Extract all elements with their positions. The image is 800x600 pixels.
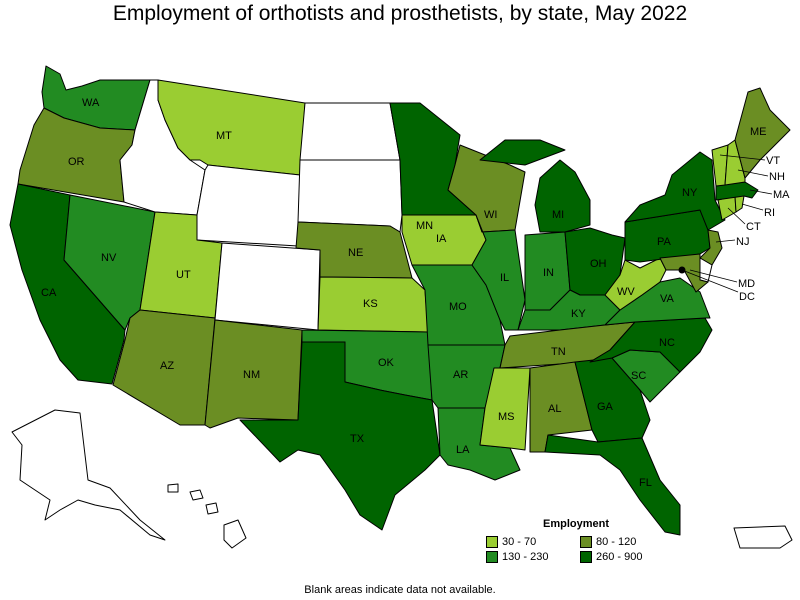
leader-ma bbox=[749, 189, 773, 195]
state-labels-layer: WA OR CA NV MT UT AZ NM NE KS OK TX MN I… bbox=[41, 97, 790, 489]
label-nj: NJ bbox=[736, 236, 749, 248]
label-nm: NM bbox=[243, 369, 260, 381]
label-pa: PA bbox=[657, 236, 672, 248]
leader-ri bbox=[741, 203, 764, 211]
legend-range-3: 130 - 230 bbox=[502, 551, 549, 563]
leader-dc bbox=[681, 269, 739, 293]
label-nc: NC bbox=[659, 337, 675, 349]
label-ky: KY bbox=[571, 308, 586, 320]
label-ut: UT bbox=[176, 269, 191, 281]
legend-range-2: 80 - 120 bbox=[596, 536, 637, 548]
label-in: IN bbox=[543, 267, 554, 279]
label-md: MD bbox=[738, 278, 755, 290]
legend-title: Employment bbox=[542, 518, 609, 530]
label-ne: NE bbox=[348, 247, 363, 259]
footnote: Blank areas indicate data not available. bbox=[304, 584, 496, 596]
label-mn: MN bbox=[416, 220, 433, 232]
label-il: IL bbox=[500, 272, 509, 284]
legend-range-1: 30 - 70 bbox=[502, 536, 537, 548]
state-me[interactable] bbox=[734, 87, 791, 179]
state-il[interactable] bbox=[471, 214, 526, 331]
label-ga: GA bbox=[597, 401, 614, 413]
label-mi: MI bbox=[552, 209, 564, 221]
legend-range-4: 260 - 900 bbox=[596, 551, 643, 563]
label-ms: MS bbox=[498, 411, 515, 423]
map-title: Employment of orthotists and prosthetist… bbox=[112, 2, 688, 25]
label-la: LA bbox=[456, 444, 470, 456]
label-vt: VT bbox=[766, 155, 780, 167]
state-ak[interactable] bbox=[11, 409, 166, 541]
label-ar: AR bbox=[453, 369, 468, 381]
state-hi[interactable] bbox=[167, 483, 247, 549]
label-mt: MT bbox=[216, 130, 232, 142]
states-layer bbox=[9, 65, 793, 549]
label-me: ME bbox=[750, 126, 767, 138]
label-oh: OH bbox=[590, 258, 607, 270]
label-ca: CA bbox=[41, 287, 57, 299]
label-sc: SC bbox=[631, 370, 646, 382]
state-fl[interactable] bbox=[544, 434, 681, 536]
state-nh[interactable] bbox=[724, 139, 746, 186]
label-nv: NV bbox=[101, 252, 117, 264]
label-fl: FL bbox=[639, 477, 652, 489]
legend-items: 30 - 70 80 - 120 130 - 230 260 - 900 bbox=[486, 536, 686, 563]
leader-nj bbox=[715, 239, 736, 243]
state-ny[interactable] bbox=[624, 151, 726, 231]
label-ks: KS bbox=[363, 298, 378, 310]
legend-swatch-1 bbox=[486, 536, 498, 548]
state-nc[interactable] bbox=[589, 317, 713, 373]
legend-item-4: 260 - 900 bbox=[580, 551, 674, 563]
leader-vt bbox=[719, 154, 766, 161]
state-sd[interactable] bbox=[297, 159, 403, 233]
label-ct: CT bbox=[746, 221, 761, 233]
label-dc: DC bbox=[739, 291, 755, 303]
label-ia: IA bbox=[436, 233, 447, 245]
label-al: AL bbox=[548, 403, 561, 415]
label-tx: TX bbox=[350, 433, 365, 445]
state-md[interactable] bbox=[659, 253, 709, 293]
legend-item-1: 30 - 70 bbox=[486, 536, 580, 548]
label-wa: WA bbox=[82, 97, 100, 109]
legend-swatch-3 bbox=[486, 551, 498, 563]
state-mi[interactable] bbox=[479, 139, 591, 233]
label-wv: WV bbox=[617, 286, 635, 298]
label-ri: RI bbox=[764, 207, 775, 219]
label-az: AZ bbox=[160, 360, 174, 372]
label-tn: TN bbox=[551, 346, 566, 358]
label-ma: MA bbox=[773, 189, 790, 201]
label-va: VA bbox=[660, 293, 675, 305]
label-mo: MO bbox=[449, 301, 467, 313]
label-nh: NH bbox=[769, 171, 785, 183]
label-wi: WI bbox=[484, 209, 497, 221]
leader-nh bbox=[737, 169, 769, 177]
label-ny: NY bbox=[682, 187, 698, 199]
label-ok: OK bbox=[378, 357, 395, 369]
legend-item-2: 80 - 120 bbox=[580, 536, 674, 548]
state-pr[interactable] bbox=[733, 525, 793, 549]
state-wy[interactable] bbox=[196, 164, 301, 247]
legend-swatch-2 bbox=[580, 536, 592, 548]
leader-md bbox=[689, 269, 738, 283]
legend: Employment 30 - 70 80 - 120 130 - 230 26… bbox=[486, 518, 686, 563]
state-tx[interactable] bbox=[239, 341, 441, 531]
state-co[interactable] bbox=[214, 242, 321, 331]
legend-item-3: 130 - 230 bbox=[486, 551, 580, 563]
legend-swatch-4 bbox=[580, 551, 592, 563]
label-or: OR bbox=[68, 156, 85, 168]
state-nd[interactable] bbox=[299, 102, 401, 161]
leader-ct bbox=[727, 207, 746, 225]
